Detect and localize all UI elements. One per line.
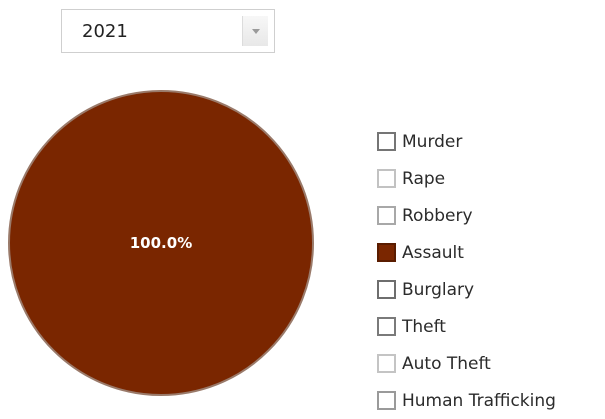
legend-label: Robbery (402, 205, 473, 226)
legend-label: Rape (402, 168, 446, 189)
year-select-value: 2021 (82, 21, 128, 42)
chart-legend: Murder Rape Robbery Assault Burglary Theft Aut… (377, 123, 556, 419)
unchecked-checkbox-icon[interactable] (377, 280, 396, 299)
legend-label: Auto Theft (402, 353, 491, 374)
pie-chart: 100.0% (8, 90, 314, 396)
legend-item-auto-theft[interactable]: Auto Theft (377, 345, 556, 382)
legend-item-robbery[interactable]: Robbery (377, 197, 556, 234)
year-select[interactable]: 2021 (61, 9, 275, 53)
legend-item-assault[interactable]: Assault (377, 234, 556, 271)
checked-checkbox-icon[interactable] (377, 243, 396, 262)
legend-item-rape[interactable]: Rape (377, 160, 556, 197)
dropdown-button[interactable] (242, 16, 268, 46)
unchecked-checkbox-icon[interactable] (377, 132, 396, 151)
legend-label: Theft (402, 316, 446, 337)
unchecked-checkbox-icon[interactable] (377, 206, 396, 225)
pie-slice-assault[interactable] (8, 90, 314, 396)
legend-item-murder[interactable]: Murder (377, 123, 556, 160)
chevron-down-icon (251, 28, 260, 34)
unchecked-checkbox-icon[interactable] (377, 317, 396, 336)
unchecked-checkbox-icon[interactable] (377, 391, 396, 410)
pie-slice-label: 100.0% (130, 234, 192, 252)
legend-item-burglary[interactable]: Burglary (377, 271, 556, 308)
legend-label: Human Trafficking (402, 390, 556, 411)
legend-item-theft[interactable]: Theft (377, 308, 556, 345)
legend-label: Burglary (402, 279, 475, 300)
legend-item-human-trafficking[interactable]: Human Trafficking (377, 382, 556, 419)
legend-label: Murder (402, 131, 463, 152)
unchecked-checkbox-icon[interactable] (377, 354, 396, 373)
unchecked-checkbox-icon[interactable] (377, 169, 396, 188)
legend-label: Assault (402, 242, 464, 263)
